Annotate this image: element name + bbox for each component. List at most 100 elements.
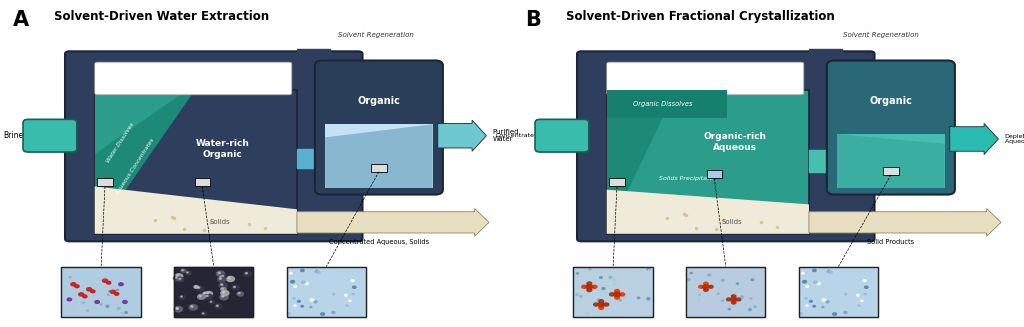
Circle shape (728, 308, 730, 310)
Bar (686, 267, 766, 317)
Circle shape (207, 292, 209, 294)
Text: Organic: Organic (869, 96, 912, 106)
Circle shape (310, 299, 313, 301)
Circle shape (594, 303, 598, 306)
Text: Organic: Organic (357, 96, 400, 106)
Circle shape (120, 313, 123, 315)
Circle shape (246, 273, 248, 274)
Circle shape (640, 269, 642, 270)
Bar (297, 149, 326, 168)
Circle shape (706, 285, 708, 286)
Polygon shape (606, 190, 809, 234)
Bar (287, 267, 367, 317)
Circle shape (813, 269, 816, 271)
Circle shape (186, 272, 188, 273)
Circle shape (817, 283, 820, 284)
Circle shape (623, 297, 626, 298)
Text: Water Dissolves: Water Dissolves (105, 121, 135, 163)
Circle shape (613, 283, 616, 285)
Circle shape (721, 279, 724, 281)
Circle shape (599, 277, 602, 278)
Text: Solvent-Aqueous Mixing: Solvent-Aqueous Mixing (159, 77, 236, 82)
Circle shape (305, 283, 308, 284)
FancyBboxPatch shape (535, 119, 589, 152)
Circle shape (702, 285, 709, 289)
FancyBboxPatch shape (578, 51, 874, 241)
Circle shape (346, 305, 348, 306)
Circle shape (124, 298, 127, 300)
Text: Depleted/Softened
Aqueous Solution: Depleted/Softened Aqueous Solution (1005, 133, 1024, 145)
Circle shape (111, 290, 116, 293)
Circle shape (201, 312, 207, 316)
Circle shape (647, 298, 650, 300)
Bar (573, 267, 653, 317)
Circle shape (232, 285, 240, 290)
Circle shape (647, 268, 650, 270)
Circle shape (86, 310, 88, 311)
Circle shape (806, 305, 808, 306)
Circle shape (687, 279, 690, 281)
Circle shape (209, 301, 214, 304)
Text: Organic Dissolves: Organic Dissolves (633, 101, 693, 107)
Circle shape (95, 301, 99, 303)
Circle shape (119, 283, 123, 286)
Circle shape (82, 302, 84, 303)
Circle shape (577, 273, 579, 274)
Circle shape (206, 295, 208, 297)
Circle shape (294, 305, 296, 306)
Circle shape (100, 304, 102, 305)
Circle shape (699, 282, 702, 284)
Circle shape (844, 312, 847, 314)
Circle shape (179, 278, 180, 279)
Circle shape (298, 301, 300, 302)
Circle shape (89, 280, 91, 281)
Circle shape (743, 304, 745, 305)
Circle shape (103, 287, 104, 288)
Circle shape (310, 306, 312, 308)
Polygon shape (606, 90, 727, 118)
Circle shape (215, 304, 222, 309)
Circle shape (288, 313, 291, 315)
Bar (809, 150, 838, 172)
FancyBboxPatch shape (315, 60, 442, 195)
Polygon shape (838, 134, 944, 188)
Text: Solvent-Driven Water Extraction: Solvent-Driven Water Extraction (53, 10, 269, 23)
Circle shape (123, 301, 127, 303)
Circle shape (185, 271, 190, 275)
Circle shape (586, 313, 589, 315)
Circle shape (75, 285, 79, 288)
Circle shape (333, 294, 335, 295)
Circle shape (220, 276, 221, 277)
Circle shape (194, 285, 199, 288)
Circle shape (730, 298, 737, 301)
Circle shape (181, 296, 182, 297)
Circle shape (599, 300, 603, 303)
Circle shape (83, 295, 87, 298)
Circle shape (736, 283, 738, 284)
Circle shape (179, 295, 185, 299)
Text: B: B (524, 10, 541, 30)
FancyArrow shape (297, 209, 489, 236)
Polygon shape (94, 186, 297, 234)
Circle shape (109, 290, 112, 292)
Circle shape (802, 272, 804, 274)
Circle shape (228, 278, 230, 279)
Text: Solvent Regeneration: Solvent Regeneration (338, 31, 415, 38)
Circle shape (136, 292, 139, 294)
Circle shape (102, 279, 108, 282)
Polygon shape (326, 124, 432, 188)
Circle shape (609, 276, 611, 278)
Circle shape (864, 293, 866, 295)
Bar (97, 178, 113, 186)
Circle shape (828, 271, 833, 273)
Circle shape (822, 306, 824, 308)
FancyBboxPatch shape (827, 60, 954, 195)
Text: Brine: Brine (3, 131, 23, 140)
FancyArrow shape (950, 124, 998, 155)
FancyBboxPatch shape (94, 62, 292, 95)
Circle shape (697, 299, 700, 301)
Circle shape (314, 301, 317, 303)
Circle shape (301, 305, 303, 307)
Circle shape (216, 305, 218, 306)
Bar (809, 49, 842, 67)
